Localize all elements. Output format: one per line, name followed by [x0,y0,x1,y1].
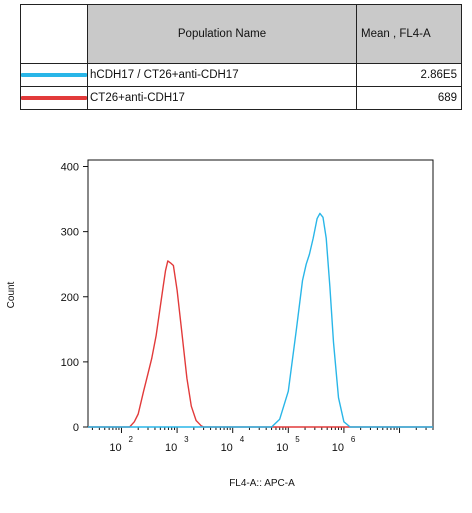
legend-table: Population Name Mean , FL4-A hCDH17 / CT… [20,4,462,110]
population-name: hCDH17 / CT26+anti-CDH17 [87,63,357,87]
red-histogram-line [88,260,433,428]
y-tick-label: 300 [61,227,79,239]
y-tick-label: 0 [73,422,79,434]
y-axis: 0 100 200 300 400 [61,162,88,434]
y-axis-label: Count [6,281,17,308]
x-tick-exponent: 4 [240,435,245,444]
x-axis: 10 2 10 3 10 4 10 5 10 6 [91,427,434,454]
x-tick-exponent: 2 [128,435,133,444]
red-line-swatch [21,96,87,100]
plot-frame [87,159,434,428]
population-mean: 689 [356,86,462,110]
plot-border [87,159,434,428]
x-tick-label: 10 [332,442,344,454]
population-name: CT26+anti-CDH17 [87,86,357,110]
x-tick-exponent: 6 [351,435,356,444]
x-axis-label: FL4-A:: APC-A [229,478,295,489]
population-mean: 2.86E5 [356,63,462,87]
blue-histogram-line [88,212,433,428]
legend-row-hcdh17: hCDH17 / CT26+anti-CDH17 2.86E5 [20,63,462,87]
x-tick-label: 10 [276,442,288,454]
legend-swatch-red [20,86,88,110]
x-tick-label: 10 [165,442,177,454]
y-tick-label: 100 [61,357,79,369]
x-tick-label: 10 [109,442,121,454]
legend-row-ct26: CT26+anti-CDH17 689 [20,86,462,110]
header-swatch-cell [20,4,88,64]
y-tick-label: 200 [61,292,79,304]
series-layer [88,212,433,428]
x-tick-exponent: 3 [184,435,189,444]
blue-line-swatch [21,73,87,77]
header-mean-fl4a: Mean , FL4-A [356,4,462,64]
x-tick-exponent: 5 [295,435,300,444]
x-tick-label: 10 [221,442,233,454]
y-tick-label: 400 [61,162,79,174]
